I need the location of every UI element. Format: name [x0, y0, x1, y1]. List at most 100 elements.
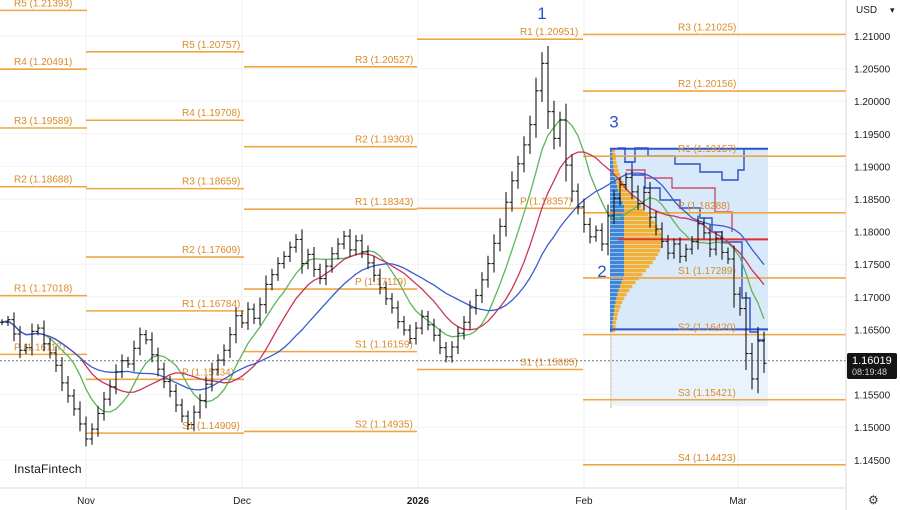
ohlc-bar [323, 259, 329, 286]
profile-bar-orange [613, 168, 619, 173]
time-tick-label: Nov [77, 496, 95, 507]
price-tick-label: 1.15000 [854, 423, 891, 434]
profile-bar-orange [624, 260, 653, 265]
pivot-label: R5 (1.21393) [14, 0, 72, 9]
ohlc-bar [713, 231, 719, 256]
profile-bar-blue [610, 288, 619, 293]
ohlc-bar [419, 309, 425, 335]
profile-bar-blue [610, 384, 611, 389]
price-tick-label: 1.15500 [854, 391, 891, 402]
profile-bar-blue [610, 172, 615, 177]
ohlc-bar [11, 312, 17, 342]
profile-bar-blue [610, 176, 616, 181]
ohlc-bar [53, 346, 59, 372]
profile-bar-blue [610, 388, 611, 393]
ohlc-bar [563, 103, 569, 182]
profile-bar-orange [610, 348, 612, 353]
pivot-label: R3 (1.20527) [355, 55, 413, 66]
profile-bar-blue [610, 312, 614, 317]
profile-bar-orange [612, 320, 617, 325]
profile-bar-blue [610, 316, 614, 321]
profile-bar-orange [615, 300, 623, 305]
ohlc-bar [113, 364, 119, 395]
ohlc-bar [317, 263, 323, 285]
profile-bar-blue [610, 376, 611, 381]
profile-bar-blue [610, 380, 611, 385]
ohlc-bar [209, 362, 215, 392]
profile-bar-blue [610, 168, 614, 173]
ohlc-bar [161, 362, 167, 389]
pivot-label: S1 (1.17289) [678, 266, 736, 277]
wave-label: 1 [537, 4, 546, 23]
ohlc-bar [575, 183, 581, 215]
profile-bar-orange [622, 200, 638, 205]
profile-bar-blue [610, 208, 624, 213]
profile-bar-orange [617, 292, 627, 297]
ohlc-bar [95, 405, 101, 437]
pivot-label: S3 (1.15421) [678, 388, 736, 399]
pivot-label: R1 (1.17018) [14, 284, 72, 295]
profile-bar-blue [610, 296, 617, 301]
profile-bar-orange [624, 272, 643, 277]
ohlc-bar [443, 341, 449, 363]
profile-bar-blue [610, 352, 611, 357]
current-price-time: 08:19:48 [852, 367, 888, 377]
ohlc-bar [701, 218, 707, 239]
profile-bar-orange [624, 240, 662, 245]
profile-bar-orange [610, 376, 612, 381]
ohlc-bar [173, 384, 179, 413]
profile-bar-orange [612, 324, 616, 329]
ohlc-bar [659, 222, 665, 249]
ohlc-bar [641, 186, 647, 210]
profile-bar-orange [614, 304, 621, 309]
gear-icon[interactable]: ⚙ [868, 493, 879, 507]
ohlc-bar [329, 247, 335, 273]
profile-bar-blue [610, 244, 624, 249]
ohlc-bar [359, 234, 365, 259]
ohlc-bar [17, 326, 23, 359]
ohlc-bar [593, 225, 599, 242]
profile-bar-blue [610, 344, 611, 349]
pivot-label: R2 (1.19303) [355, 135, 413, 146]
profile-bar-orange [612, 328, 616, 333]
price-tick-label: 1.18500 [854, 195, 891, 206]
time-axis[interactable]: Nov Dec 2026 Feb Mar [0, 487, 846, 507]
profile-bar-blue [610, 368, 611, 373]
ohlc-bar [407, 324, 413, 345]
profile-bar-orange [610, 404, 612, 409]
profile-bar-orange [610, 368, 612, 373]
wave-labels: 1 2 3 [537, 4, 618, 281]
ohlc-bar [365, 245, 371, 270]
profile-bar-orange [617, 184, 626, 189]
ohlc-bar [467, 300, 473, 330]
ohlc-bar [551, 100, 557, 150]
price-axis[interactable]: 1.21000 1.20500 1.20000 1.19500 1.19000 1.185… [845, 0, 891, 510]
ma-green-line [1, 119, 765, 413]
ohlc-bar [257, 297, 263, 326]
ohlc-bar [269, 268, 275, 291]
profile-bar-blue [610, 256, 624, 261]
profile-bar-blue [610, 160, 613, 165]
ohlc-bar [413, 322, 419, 345]
ohlc-bar [755, 326, 761, 394]
ohlc-bar [185, 410, 191, 431]
profile-bar-orange [610, 384, 612, 389]
ohlc-bar [23, 343, 29, 354]
moving-averages [1, 119, 765, 413]
profile-bar-orange [624, 212, 649, 217]
profile-bar-orange [613, 164, 618, 169]
profile-bar-blue [610, 272, 624, 277]
profile-bar-blue [610, 400, 611, 405]
ohlc-bar [689, 236, 695, 255]
currency-selector[interactable]: USD ▾ [850, 0, 900, 20]
ohlc-bar [371, 256, 377, 282]
ohlc-bar [221, 344, 227, 366]
ohlc-bar [179, 398, 185, 423]
current-price-value: 1.16019 [852, 355, 892, 367]
profile-bar-blue [610, 356, 611, 361]
price-tick-label: 1.16500 [854, 325, 891, 336]
profile-bar-orange [610, 380, 612, 385]
profile-bar-orange [610, 352, 612, 357]
ohlc-bar [77, 401, 83, 432]
ohlc-bar [125, 356, 131, 368]
